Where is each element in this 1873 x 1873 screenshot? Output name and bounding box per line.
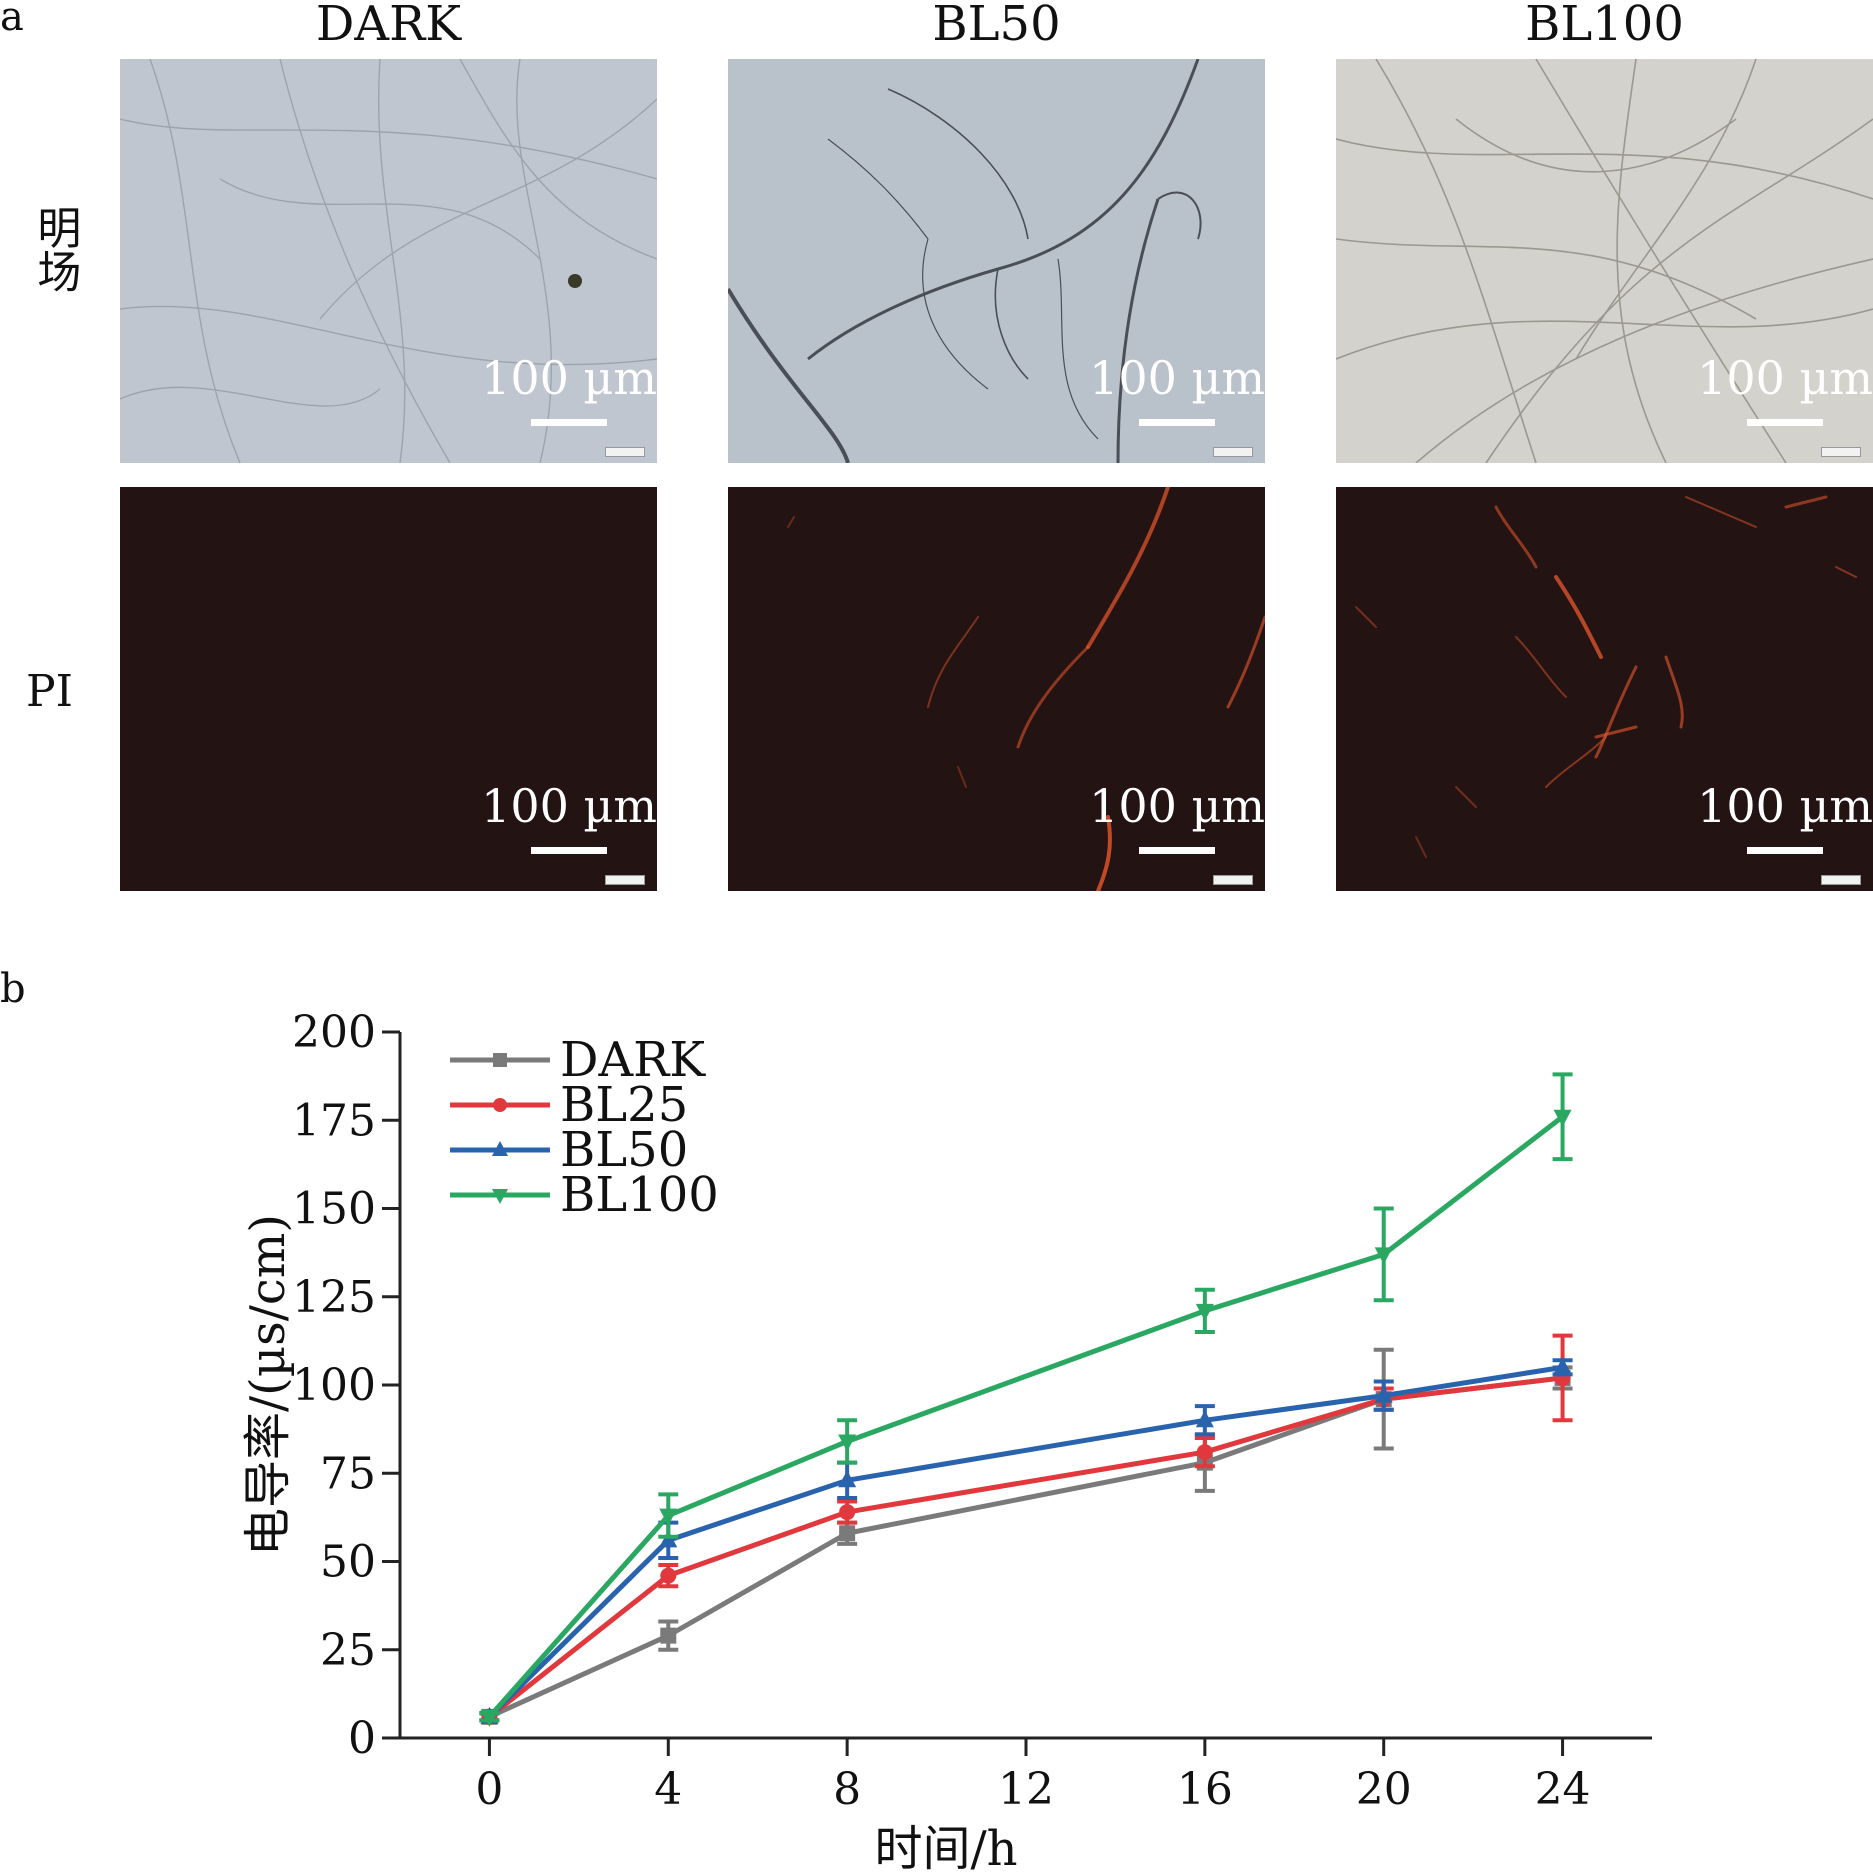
x-tick-label: 24: [1535, 1764, 1591, 1815]
embedded-scale-bar: [1821, 447, 1861, 457]
x-tick-label: 4: [654, 1764, 682, 1815]
legend-item-dark: DARK: [450, 1032, 706, 1088]
data-point-marker: [839, 1525, 856, 1542]
legend-label: BL25: [560, 1077, 688, 1133]
scale-bar: [531, 847, 607, 854]
data-point-marker: [659, 1530, 678, 1548]
y-axis-label: 电导率/(µs/cm): [240, 1214, 296, 1556]
scale-bar: [531, 419, 607, 426]
scale-bar: [1747, 847, 1823, 854]
series-bl100: [479, 1072, 1573, 1727]
micrograph-brightfield-dark: 100 µm: [120, 59, 657, 463]
scale-label: 100 µm: [1697, 779, 1873, 833]
data-point-marker: [1196, 1444, 1213, 1461]
fluorescence-texture: [1355, 495, 1857, 858]
legend-item-bl25: BL25: [450, 1077, 688, 1133]
legend-label: DARK: [560, 1032, 706, 1088]
y-tick-label: 25: [320, 1625, 376, 1676]
scale-label: 100 µm: [1089, 779, 1265, 833]
y-tick-label: 175: [292, 1095, 376, 1146]
panel-a-letter: a: [0, 0, 24, 40]
data-point-marker: [1374, 1247, 1393, 1265]
micrograph-pi-bl50: 100 µm: [728, 487, 1265, 891]
y-tick-label: 150: [292, 1184, 376, 1235]
row-label-pi: PI: [26, 666, 73, 717]
conductivity-line-chart: 0 25 50 75 100 125 150 175 200 0 4 8 12 16 20 24 时间/h 电导率…: [240, 1007, 1652, 1873]
x-tick-label: 12: [998, 1764, 1054, 1815]
scale-bar: [1139, 847, 1215, 854]
data-point-marker: [1374, 1385, 1393, 1403]
data-point-marker: [492, 1189, 508, 1204]
y-tick-label: 50: [320, 1537, 376, 1588]
row-label-brightfield: 明场: [29, 205, 81, 293]
y-tick-label: 100: [292, 1360, 376, 1411]
x-tick-label: 0: [475, 1764, 503, 1815]
micrograph-pi-dark: 100 µm: [120, 487, 657, 891]
column-title-bl100: BL100: [1525, 0, 1684, 52]
data-point-marker: [838, 1434, 857, 1452]
series-line: [487, 1364, 1563, 1719]
x-axis-label: 时间/h: [874, 1821, 1017, 1873]
data-point-marker: [480, 1709, 499, 1727]
legend-label: BL100: [560, 1167, 719, 1223]
legend-item-bl50: BL50: [450, 1122, 688, 1178]
fluorescence-texture: [787, 487, 1265, 891]
y-tick-label: 0: [348, 1713, 376, 1764]
series-line: [487, 1375, 1563, 1719]
panel-b-letter: b: [0, 966, 26, 1012]
y-tick-label: 125: [292, 1272, 376, 1323]
micrograph-brightfield-bl50: 100 µm: [728, 59, 1265, 463]
scale-label: 100 µm: [1697, 351, 1873, 405]
data-point-marker: [492, 1141, 508, 1156]
legend-item-bl100: BL100: [450, 1167, 719, 1223]
y-tick-label: 200: [292, 1007, 376, 1058]
series-line: [487, 1114, 1565, 1719]
embedded-scale-bar: [1213, 875, 1253, 885]
data-point-marker: [1195, 1303, 1214, 1321]
y-tick-label: 75: [320, 1448, 376, 1499]
x-tick-label: 16: [1177, 1764, 1233, 1815]
data-point-marker: [839, 1504, 856, 1521]
x-tick-label: 20: [1356, 1764, 1412, 1815]
embedded-scale-bar: [605, 875, 645, 885]
micrograph-brightfield-bl100: 100 µm: [1336, 59, 1873, 463]
scale-label: 100 µm: [1089, 351, 1265, 405]
data-point-marker: [493, 1098, 507, 1112]
data-point-marker: [660, 1567, 677, 1584]
hyphae-texture: [728, 59, 1202, 463]
embedded-scale-bar: [1213, 447, 1253, 457]
series-line: [488, 1375, 1563, 1720]
data-point-marker: [659, 1508, 678, 1526]
column-title-bl50: BL50: [932, 0, 1061, 52]
embedded-scale-bar: [1821, 875, 1861, 885]
scale-bar: [1747, 419, 1823, 426]
scale-label: 100 µm: [481, 351, 657, 405]
column-title-dark: DARK: [315, 0, 462, 52]
data-point-marker: [493, 1053, 507, 1067]
data-point-marker: [1553, 1109, 1572, 1127]
micrograph-pi-bl100: 100 µm: [1336, 487, 1873, 891]
data-point-marker: [660, 1627, 677, 1644]
hyphae-texture: [120, 59, 657, 463]
data-point-marker: [1195, 1410, 1214, 1428]
x-tick-label: 8: [833, 1764, 861, 1815]
data-point-marker: [1553, 1357, 1572, 1375]
scale-label: 100 µm: [481, 779, 657, 833]
hyphae-texture: [1336, 59, 1873, 463]
legend-label: BL50: [560, 1122, 688, 1178]
data-point-marker: [838, 1470, 857, 1488]
embedded-scale-bar: [605, 447, 645, 457]
series-dark: [479, 1347, 1573, 1725]
scale-bar: [1139, 419, 1215, 426]
series-bl50: [479, 1357, 1573, 1724]
